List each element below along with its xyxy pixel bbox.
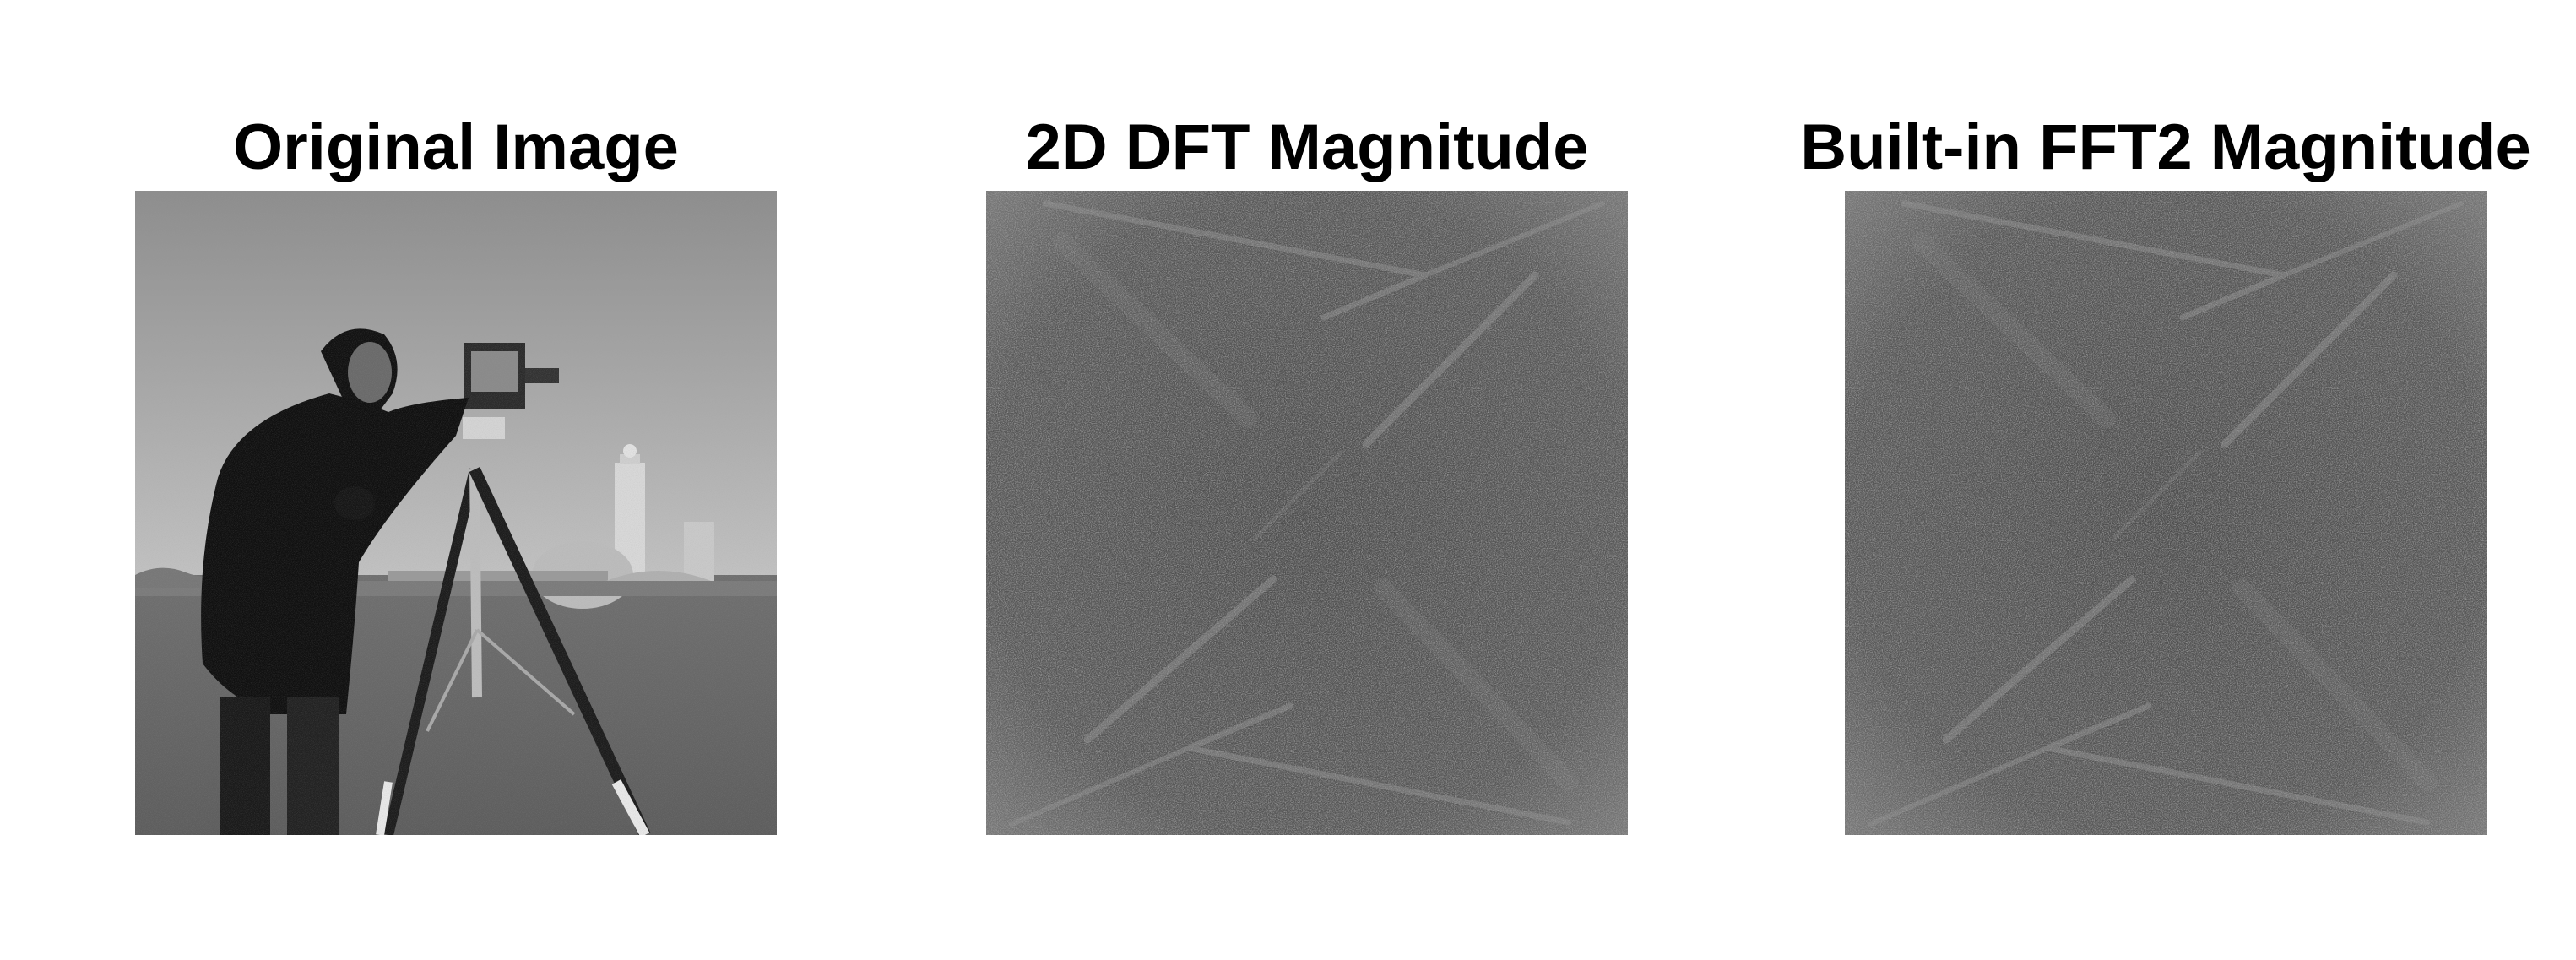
dft-magnitude-spectrum <box>986 191 1628 835</box>
panel-title-fft2: Built-in FFT2 Magnitude <box>1800 111 2531 183</box>
panel-title-dft: 2D DFT Magnitude <box>1025 111 1589 183</box>
panel-title-original: Original Image <box>233 111 679 183</box>
fft2-magnitude-spectrum <box>1845 191 2487 835</box>
original-image-photo <box>135 191 777 835</box>
